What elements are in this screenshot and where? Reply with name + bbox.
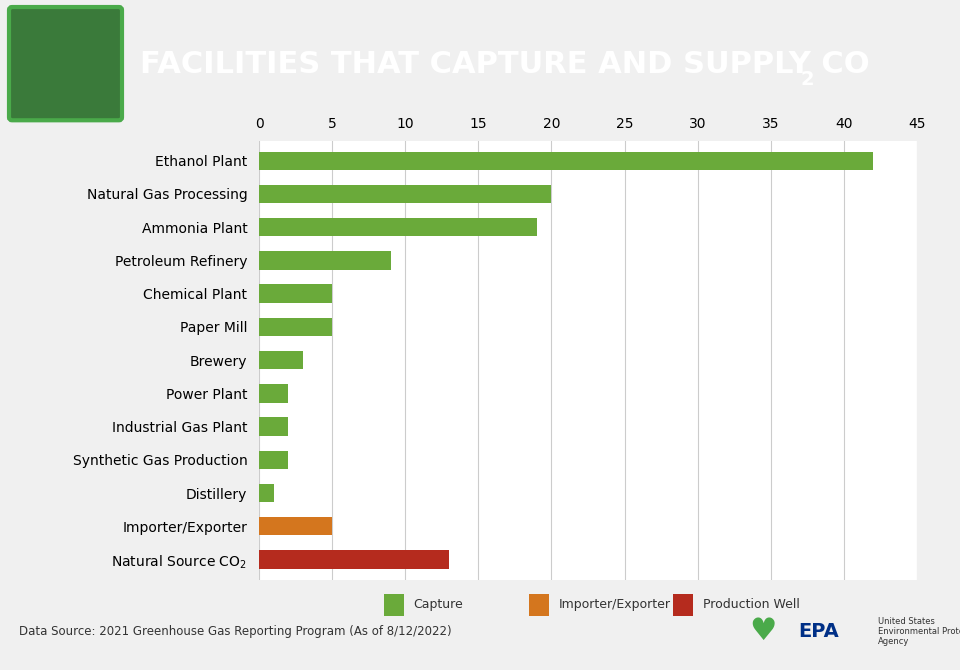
Text: Production Well: Production Well [703, 598, 800, 611]
Bar [674, 594, 693, 616]
Bar [259, 551, 449, 569]
Text: Environmental Protection: Environmental Protection [878, 627, 960, 636]
Text: United States: United States [878, 617, 935, 626]
FancyBboxPatch shape [9, 7, 122, 121]
Text: Agency: Agency [878, 636, 910, 646]
Bar [259, 151, 873, 170]
Bar [259, 417, 288, 436]
Bar [259, 218, 537, 237]
Bar [259, 351, 303, 369]
Bar [529, 594, 548, 616]
Bar [259, 484, 274, 502]
Bar [259, 251, 391, 269]
Bar [259, 384, 288, 403]
Text: Importer/Exporter: Importer/Exporter [559, 598, 670, 611]
Bar [259, 318, 332, 336]
Text: Capture: Capture [414, 598, 464, 611]
Text: 2: 2 [800, 70, 814, 88]
Bar [259, 285, 332, 303]
Text: EPA: EPA [799, 622, 839, 641]
Text: ♥: ♥ [749, 617, 777, 646]
Bar [384, 594, 404, 616]
Bar [259, 185, 551, 203]
Bar [259, 451, 288, 469]
Text: Data Source: 2021 Greenhouse Gas Reporting Program (As of 8/12/2022): Data Source: 2021 Greenhouse Gas Reporti… [19, 625, 452, 638]
Bar [259, 517, 332, 535]
Text: FACILITIES THAT CAPTURE AND SUPPLY CO: FACILITIES THAT CAPTURE AND SUPPLY CO [140, 50, 870, 78]
